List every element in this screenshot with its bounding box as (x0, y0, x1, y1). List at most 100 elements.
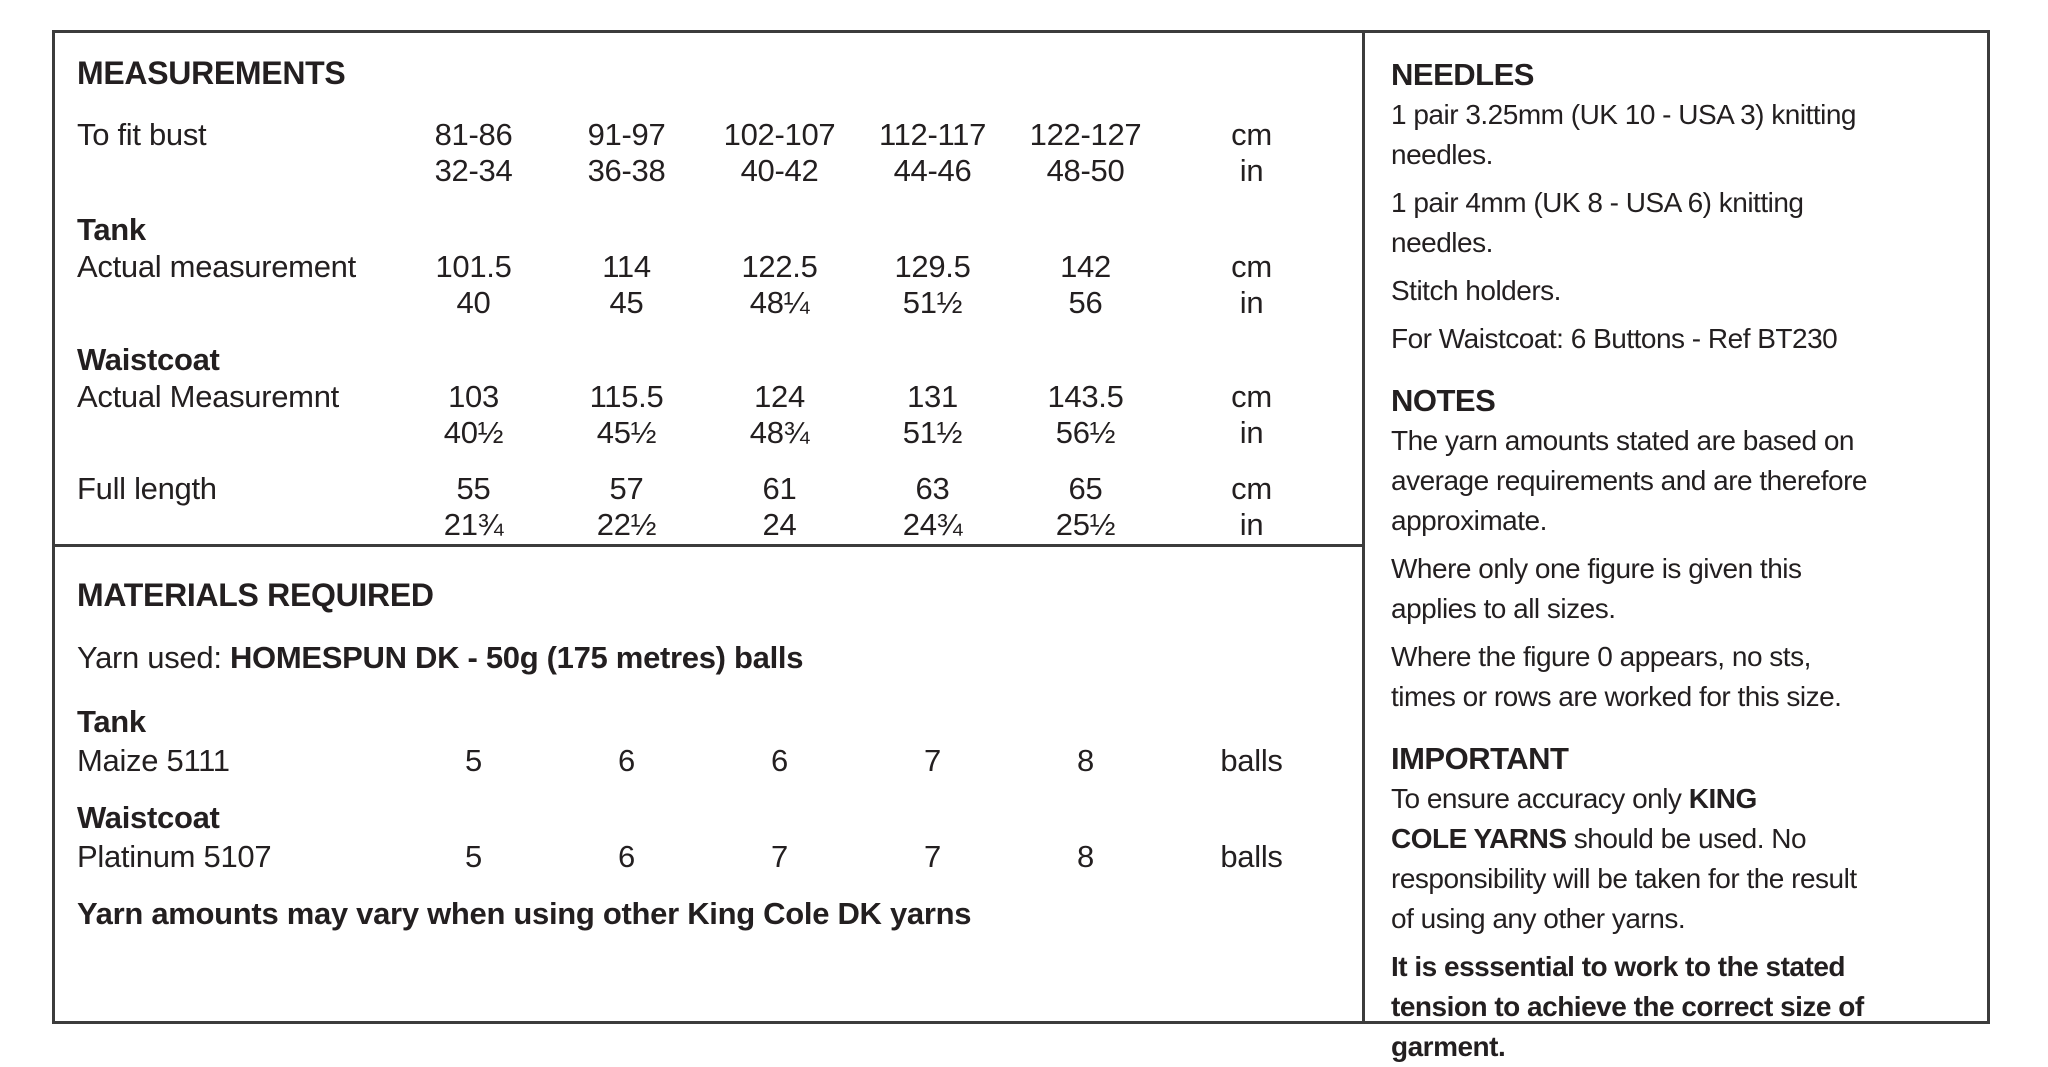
pattern-info-frame: MEASUREMENTS To fit bust 81-86 32-34 91-… (52, 30, 1990, 1062)
unit-cm: cm (1231, 471, 1272, 506)
cm-value: 129.5 (894, 249, 971, 284)
cm-value: 91-97 (587, 117, 666, 152)
unit-labels: cm in (1162, 117, 1341, 189)
needles-item: 1 pair 3.25mm (UK 10 - USA 3) knitting n… (1391, 99, 1856, 170)
unit-cm: cm (1231, 249, 1272, 284)
size-2-values: 91-97 36-38 (550, 117, 703, 189)
size-1-values: 101.5 40 (397, 249, 550, 321)
materials-row-waistcoat: Platinum 5107 5 6 7 7 8 balls (77, 837, 1340, 877)
size-3-values: 122.5 48¼ (703, 249, 856, 321)
yarn-shade-label: Maize 5111 (77, 743, 230, 778)
balls-size-1: 5 (465, 743, 482, 778)
materials-heading: MATERIALS REQUIRED (77, 577, 434, 613)
yarn-shade-label: Platinum 5107 (77, 839, 272, 874)
cm-value: 101.5 (435, 249, 512, 284)
in-value: 44-46 (893, 153, 972, 188)
in-value: 25½ (1055, 507, 1116, 542)
group-header-waistcoat: Waistcoat (77, 342, 220, 377)
important-brand-text: KING COLE YARNS (1391, 783, 1757, 854)
balls-size-5: 8 (1077, 839, 1094, 874)
unit-in: in (1239, 507, 1264, 542)
size-5-values: 142 56 (1009, 249, 1162, 321)
in-value: 48¾ (749, 415, 810, 450)
row-label: Full length (77, 471, 217, 506)
needles-heading: NEEDLES (1391, 57, 1534, 92)
balls-size-1: 5 (465, 839, 482, 874)
unit-in: in (1239, 153, 1264, 188)
in-value: 45½ (596, 415, 657, 450)
cm-value: 102-107 (723, 117, 836, 152)
section-spacer (1391, 367, 1975, 381)
cm-value: 122.5 (741, 249, 818, 284)
important-heading: IMPORTANT (1391, 741, 1569, 776)
cm-value: 65 (1068, 471, 1103, 506)
section-spacer (1391, 725, 1975, 739)
row-label: Actual measurement (77, 249, 356, 284)
right-column: NEEDLES 1 pair 3.25mm (UK 10 - USA 3) kn… (1365, 33, 1987, 1062)
materials-section: MATERIALS REQUIRED Yarn used: HOMESPUN D… (55, 547, 1362, 1021)
cm-value: 114 (602, 249, 651, 284)
measurements-row-tank-actual: Actual measurement 101.5 40 114 45 122.5… (77, 249, 1340, 321)
balls-size-3: 6 (771, 743, 788, 778)
in-value: 21¾ (443, 507, 504, 542)
size-2-values: 115.5 45½ (550, 379, 703, 451)
cm-value: 55 (456, 471, 491, 506)
in-value: 36-38 (587, 153, 666, 188)
unit-cm: cm (1231, 117, 1272, 152)
important-paragraph: To ensure accuracy only KING COLE YARNS … (1391, 779, 1975, 939)
size-1-values: 81-86 32-34 (397, 117, 550, 189)
size-3-values: 61 24 (703, 471, 856, 543)
balls-unit: balls (1220, 743, 1283, 778)
unit-labels: cm in (1162, 249, 1341, 321)
needles-item: 1 pair 4mm (UK 8 - USA 6) knitting needl… (1391, 187, 1804, 258)
notes-paragraph: The yarn amounts stated are based on ave… (1391, 425, 1867, 536)
unit-labels: cm in (1162, 379, 1341, 451)
important-text: should be used. No responsibility will b… (1391, 823, 1857, 934)
cm-value: 122-127 (1029, 117, 1142, 152)
cm-value: 57 (609, 471, 644, 506)
size-4-values: 129.5 51½ (856, 249, 1009, 321)
materials-row-tank: Maize 5111 5 6 6 7 8 balls (77, 741, 1340, 781)
in-value: 51½ (902, 415, 963, 450)
size-5-values: 143.5 56½ (1009, 379, 1162, 451)
cm-value: 61 (762, 471, 797, 506)
in-value: 40 (456, 285, 491, 320)
row-label: To fit bust (77, 117, 207, 152)
size-5-values: 122-127 48-50 (1009, 117, 1162, 189)
needles-item: For Waistcoat: 6 Buttons - Ref BT230 (1391, 323, 1838, 354)
cm-value: 103 (448, 379, 499, 414)
balls-size-2: 6 (618, 743, 635, 778)
left-column: MEASUREMENTS To fit bust 81-86 32-34 91-… (55, 33, 1365, 1021)
balls-size-4: 7 (924, 743, 941, 778)
yarn-used-value: HOMESPUN DK - 50g (175 metres) balls (229, 640, 804, 675)
yarn-amounts-note: Yarn amounts may vary when using other K… (77, 896, 972, 931)
unit-cm: cm (1231, 379, 1272, 414)
cm-value: 131 (907, 379, 958, 414)
in-value: 40-42 (740, 153, 819, 188)
measurements-row-full-length: Full length 55 21¾ 57 22½ 61 24 63 24¾ (77, 471, 1340, 543)
size-3-values: 124 48¾ (703, 379, 856, 451)
notes-paragraph: Where only one figure is given this appl… (1391, 553, 1802, 624)
cm-value: 124 (754, 379, 805, 414)
measurements-row-waistcoat-actual: Actual Measuremnt 103 40½ 115.5 45½ 124 … (77, 379, 1340, 451)
in-value: 48-50 (1046, 153, 1125, 188)
cm-value: 63 (915, 471, 950, 506)
cm-value: 115.5 (589, 379, 664, 414)
notes-paragraph: Where the figure 0 appears, no sts, time… (1391, 641, 1842, 712)
in-value: 56 (1068, 285, 1103, 320)
cm-value: 143.5 (1047, 379, 1124, 414)
cm-value: 142 (1060, 249, 1111, 284)
size-4-values: 131 51½ (856, 379, 1009, 451)
balls-size-3: 7 (771, 839, 788, 874)
measurements-row-to-fit-bust: To fit bust 81-86 32-34 91-97 36-38 102-… (77, 117, 1340, 189)
measurements-heading: MEASUREMENTS (77, 55, 346, 91)
unit-in: in (1239, 415, 1264, 450)
in-value: 40½ (443, 415, 504, 450)
balls-size-5: 8 (1077, 743, 1094, 778)
in-value: 22½ (596, 507, 657, 542)
yarn-used-label: Yarn used: (77, 640, 230, 675)
in-value: 24¾ (902, 507, 963, 542)
row-label: Actual Measuremnt (77, 379, 339, 414)
measurements-section: MEASUREMENTS To fit bust 81-86 32-34 91-… (55, 33, 1362, 547)
tension-warning: It is esssential to work to the stated t… (1391, 951, 1864, 1062)
